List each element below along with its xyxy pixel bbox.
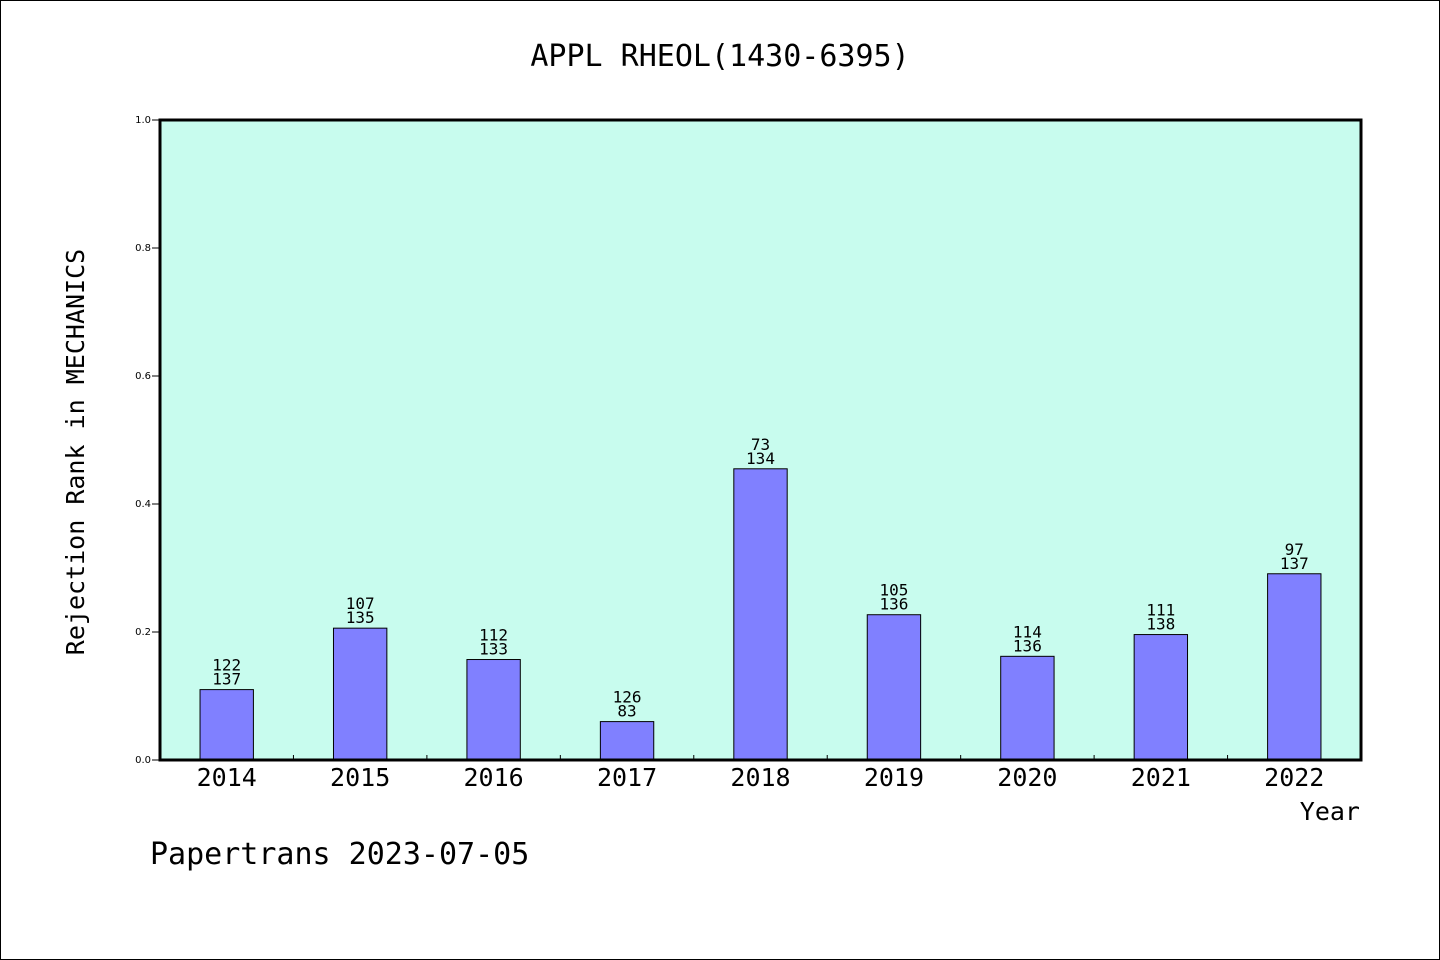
x-tick-label: 2019 xyxy=(864,763,924,792)
x-tick-label: 2021 xyxy=(1131,763,1191,792)
bar-label-top: 105 xyxy=(879,581,908,600)
bar-label-bottom: 136 xyxy=(1013,636,1042,655)
bar-label-top: 126 xyxy=(613,688,642,707)
plot-border xyxy=(158,118,1363,762)
x-tick-label: 2014 xyxy=(197,763,257,792)
bar-label-top: 97 xyxy=(1285,540,1304,559)
bar-label-top: 114 xyxy=(1013,622,1042,641)
y-axis-ticks: 0.0 0.2 0.4 0.6 0.8 1.0 xyxy=(135,115,160,766)
bar-series xyxy=(199,468,1322,761)
x-tick-label: 2017 xyxy=(597,763,657,792)
bar-label-top: 73 xyxy=(751,435,770,454)
bar-label-top: 107 xyxy=(346,594,375,613)
bar-2017 xyxy=(599,721,655,761)
bar-label-bottom: 137 xyxy=(1280,554,1309,573)
bar-2019 xyxy=(866,614,922,761)
y-axis-label: Rejection Rank in MECHANICS xyxy=(61,249,90,655)
x-axis-label: Year xyxy=(1300,797,1360,826)
bar-label-bottom: 138 xyxy=(1146,615,1175,634)
y-tick-label: 0.6 xyxy=(135,371,151,382)
y-tick-label: 0.4 xyxy=(135,499,151,510)
y-tick-label: 0.8 xyxy=(135,243,151,254)
x-axis-ticks: 2014 2015 2016 2017 2018 2019 2020 2021 2022 xyxy=(197,755,1324,792)
x-tick-label: 2015 xyxy=(330,763,390,792)
bar-label-bottom: 137 xyxy=(212,670,241,689)
x-tick-label: 2022 xyxy=(1264,763,1324,792)
footer-credit: Papertrans 2023-07-05 xyxy=(150,837,529,872)
bar-label-bottom: 136 xyxy=(879,595,908,614)
bar-label-top: 111 xyxy=(1146,601,1175,620)
bar-label-top: 122 xyxy=(212,656,241,675)
y-tick-label: 1.0 xyxy=(135,115,151,126)
bar-label-bottom: 135 xyxy=(346,608,375,627)
bar-label-bottom: 134 xyxy=(746,449,775,468)
bar-labels: 1221371071351121331268373134105136114136… xyxy=(212,435,1308,721)
x-tick-label: 2018 xyxy=(730,763,790,792)
x-tick-label: 2016 xyxy=(464,763,524,792)
x-tick-label: 2020 xyxy=(997,763,1057,792)
bar-label-bottom: 83 xyxy=(617,702,636,721)
bar-2018 xyxy=(733,468,788,761)
bar-2015 xyxy=(332,627,388,761)
bar-2014 xyxy=(199,689,254,761)
bar-label-bottom: 133 xyxy=(479,640,508,659)
bar-2020 xyxy=(1000,655,1055,761)
y-tick-label: 0.2 xyxy=(135,627,151,638)
bar-2022 xyxy=(1267,573,1322,761)
bar-2021 xyxy=(1133,634,1189,761)
bar-label-top: 112 xyxy=(479,626,508,645)
y-tick-label: 0.0 xyxy=(135,755,151,766)
bar-2016 xyxy=(466,659,521,761)
chart-title: APPL RHEOL(1430-6395) xyxy=(530,39,909,74)
